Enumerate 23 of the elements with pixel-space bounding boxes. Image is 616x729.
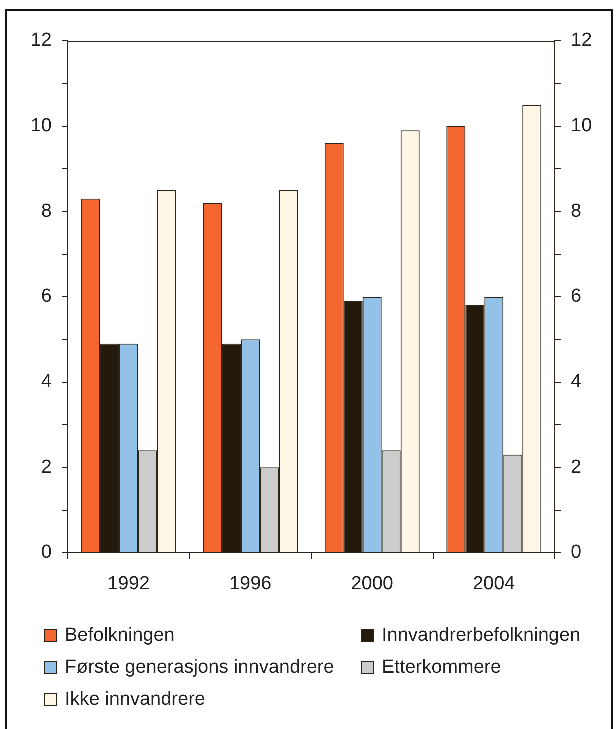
y-tick-label: 0: [41, 542, 52, 564]
y-tick-label: 10: [30, 116, 52, 137]
legend-label: Befolkningen: [65, 625, 175, 646]
x-tick-label: 1992: [108, 574, 150, 595]
x-tick-label: 1996: [229, 574, 272, 595]
x-tick-label: 2004: [472, 574, 516, 595]
legend-label: Ikke innvandrere: [65, 689, 206, 710]
y-tick-label: 12: [30, 30, 52, 52]
legend-label: Innvandrerbefolkningen: [382, 625, 581, 646]
y2-tick-label: 0: [571, 542, 582, 564]
y2-tick-label: 10: [571, 116, 592, 137]
y-tick-label: 4: [41, 372, 52, 393]
y2-tick-label: 12: [571, 30, 592, 52]
y-tick-label: 6: [41, 286, 52, 308]
y2-tick-label: 8: [571, 200, 582, 222]
y2-tick-label: 6: [571, 286, 582, 308]
y2-tick-label: 2: [571, 456, 582, 478]
legend-label: Etterkommere: [382, 657, 502, 678]
y-tick-label: 8: [41, 200, 52, 222]
y2-tick-label: 4: [571, 372, 582, 393]
legend-label: Første generasjons innvandrere: [65, 657, 334, 678]
y-tick-label: 2: [41, 456, 52, 478]
x-tick-label: 2000: [351, 574, 394, 595]
